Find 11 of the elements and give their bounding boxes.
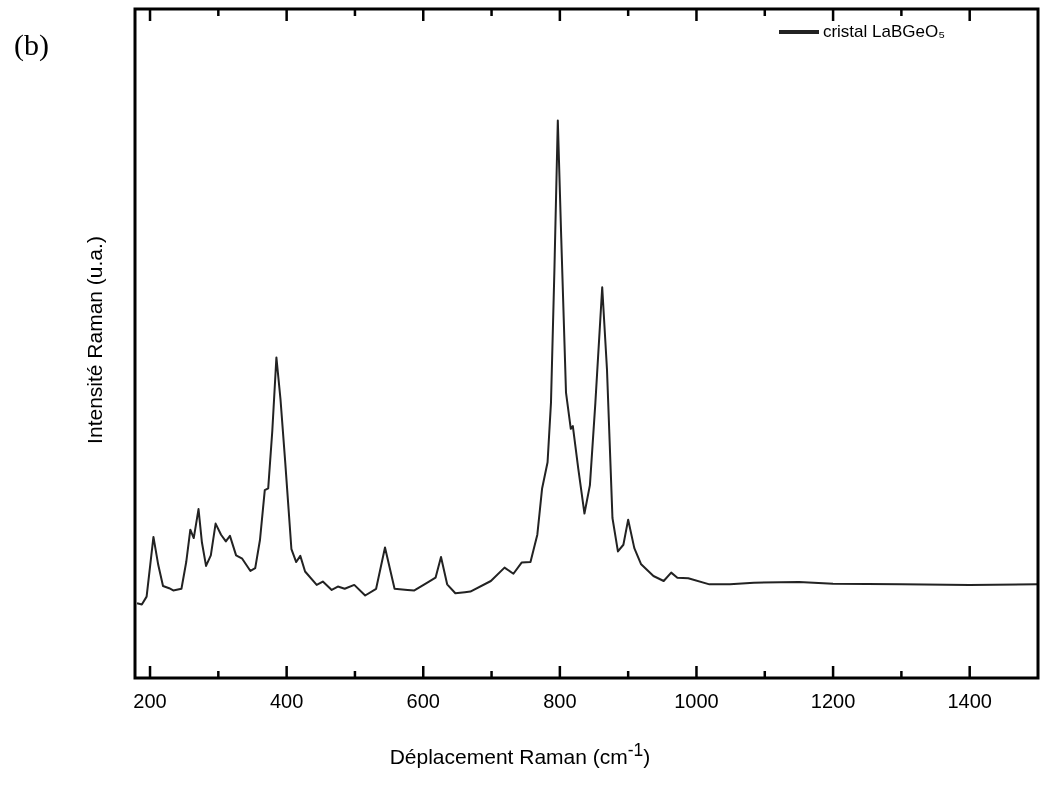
x-tick-label: 200 [133,689,167,712]
y-axis-title: Intensité Raman (u.a.) [83,236,107,444]
text: (b) [14,28,49,62]
x-axis-title: Déplacement Raman (cm$^{-1}$) [388,740,652,769]
x-tick-label: 1000 [674,689,719,712]
x-tick-label: 600 [406,689,440,712]
x-tick-label: 1400 [947,689,992,712]
x-tick-label: 400 [269,689,304,712]
x-tick-label: 800 [543,689,577,712]
x-tick-label: 1200 [810,689,856,712]
legend-label: cristal LaBGeO₅ [822,22,945,42]
